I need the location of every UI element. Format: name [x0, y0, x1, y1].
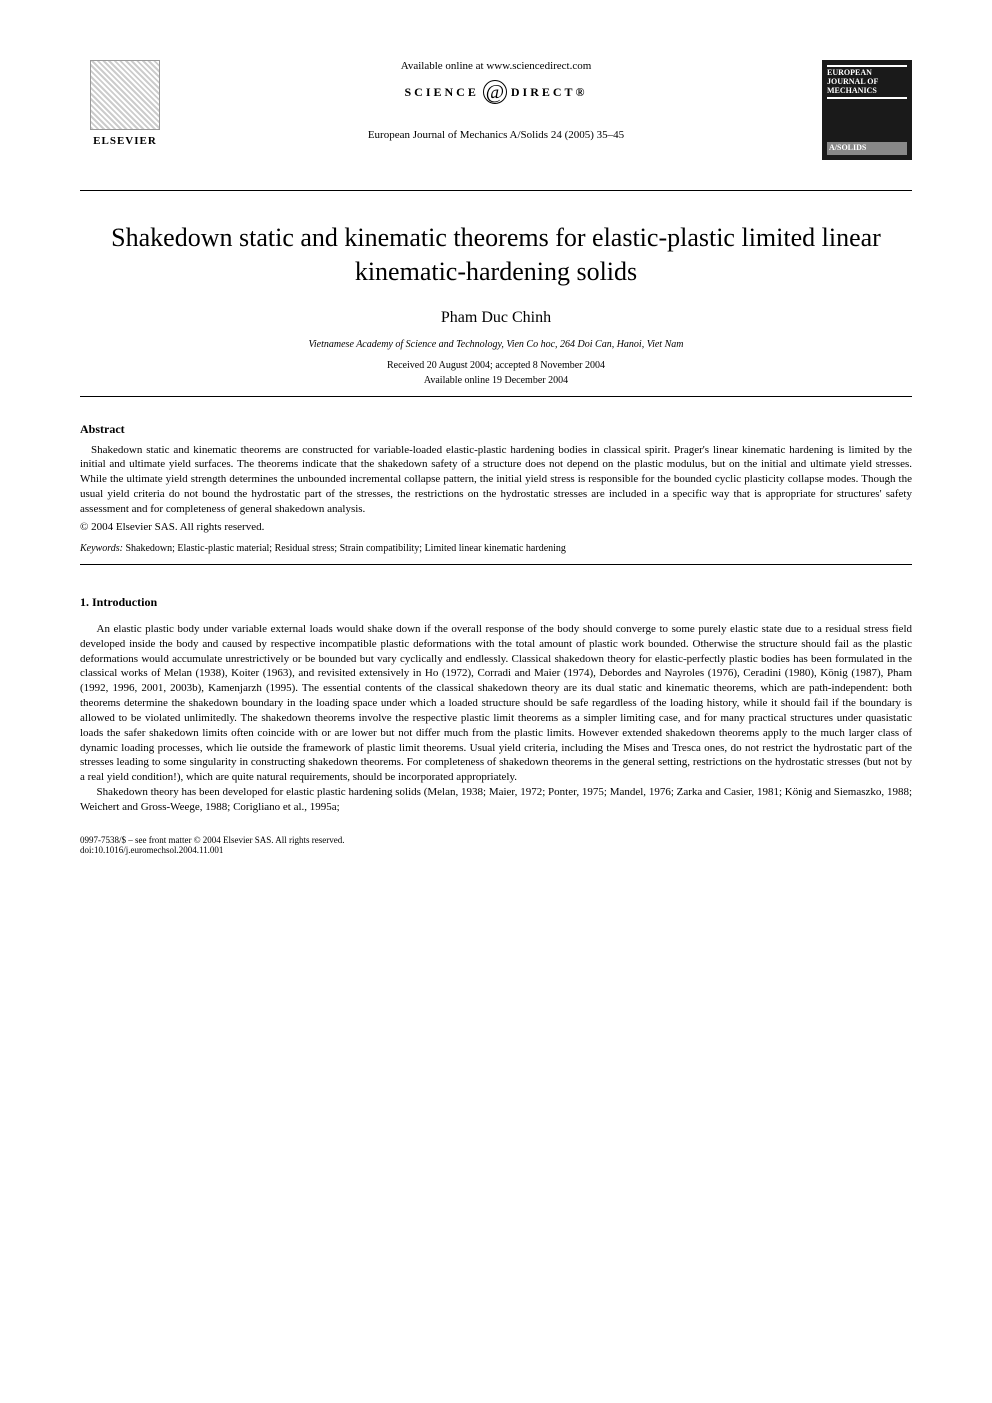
science-label: SCIENCE — [405, 85, 479, 100]
introduction-para2: Shakedown theory has been developed for … — [80, 785, 912, 815]
footer-issn: 0997-7538/$ – see front matter © 2004 El… — [80, 835, 912, 845]
journal-logo-line3: MECHANICS — [827, 87, 907, 96]
journal-cover-logo: EUROPEAN JOURNAL OF MECHANICS A/SOLIDS — [822, 60, 912, 160]
divider-top — [80, 190, 912, 191]
available-online-text: Available online at www.sciencedirect.co… — [190, 60, 802, 72]
at-icon: @ — [483, 80, 507, 104]
abstract-copyright: © 2004 Elsevier SAS. All rights reserved… — [80, 521, 912, 533]
keywords: Keywords: Shakedown; Elastic-plastic mat… — [80, 543, 912, 554]
article-title: Shakedown static and kinematic theorems … — [80, 221, 912, 289]
abstract-text: Shakedown static and kinematic theorems … — [80, 443, 912, 517]
elsevier-label: ELSEVIER — [93, 135, 157, 147]
introduction-section: 1. Introduction An elastic plastic body … — [80, 595, 912, 815]
received-date: Received 20 August 2004; accepted 8 Nove… — [80, 360, 912, 371]
keywords-label: Keywords: — [80, 543, 123, 554]
science-direct-logo: SCIENCE @ DIRECT® — [190, 80, 802, 104]
available-date: Available online 19 December 2004 — [80, 375, 912, 386]
elsevier-logo: ELSEVIER — [80, 60, 170, 160]
divider-abstract-bottom — [80, 564, 912, 565]
divider-abstract-top — [80, 396, 912, 397]
journal-logo-top: EUROPEAN JOURNAL OF MECHANICS — [827, 65, 907, 99]
center-header: Available online at www.sciencedirect.co… — [170, 60, 822, 141]
introduction-heading: 1. Introduction — [80, 595, 912, 610]
footer: 0997-7538/$ – see front matter © 2004 El… — [80, 835, 912, 855]
elsevier-tree-icon — [90, 60, 160, 130]
journal-citation: European Journal of Mechanics A/Solids 2… — [190, 129, 802, 141]
direct-label: DIRECT® — [511, 85, 588, 100]
journal-logo-line4: A/SOLIDS — [827, 142, 907, 155]
affiliation: Vietnamese Academy of Science and Techno… — [80, 339, 912, 350]
introduction-para1: An elastic plastic body under variable e… — [80, 622, 912, 785]
abstract-heading: Abstract — [80, 422, 912, 437]
keywords-text: Shakedown; Elastic-plastic material; Res… — [125, 543, 565, 554]
author-name: Pham Duc Chinh — [80, 309, 912, 327]
header-row: ELSEVIER Available online at www.science… — [80, 60, 912, 160]
abstract-section: Abstract Shakedown static and kinematic … — [80, 422, 912, 554]
footer-doi: doi:10.1016/j.euromechsol.2004.11.001 — [80, 845, 912, 855]
